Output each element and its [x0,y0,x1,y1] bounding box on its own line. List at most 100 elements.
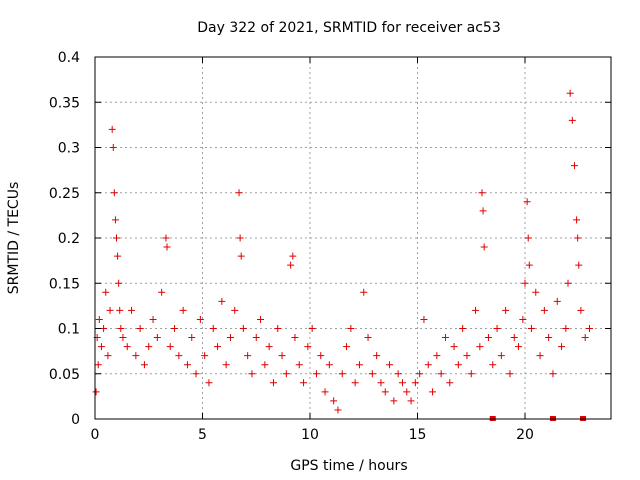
data-point [183,361,191,369]
data-point [218,297,226,305]
data-point [343,343,351,351]
y-tick-label: 0.1 [58,322,80,338]
data-point [102,288,110,296]
data-points [92,89,593,414]
data-point [153,334,161,342]
data-point [123,343,131,351]
x-tick-label: 15 [409,427,427,443]
data-point [347,325,355,332]
data-point [581,334,589,342]
data-point [484,334,492,342]
data-point [355,361,363,369]
data-point [205,379,213,387]
data-point [132,352,140,360]
x-tick-label: 0 [91,427,100,443]
y-tick-label: 0.15 [49,276,80,292]
data-point [570,162,578,170]
data-point [308,325,316,332]
grid [95,57,611,419]
data-point [171,325,179,332]
data-point [248,370,256,378]
data-point [236,234,244,242]
data-point [325,361,333,369]
data-point [162,234,170,242]
y-tick-label: 0.05 [49,367,80,383]
data-point [467,370,475,378]
data-point [476,343,484,351]
data-point [226,334,234,342]
data-point [265,343,273,351]
data-point [463,352,471,360]
data-point [94,361,102,369]
data-point [416,370,424,378]
data-point [166,343,174,351]
data-point [321,388,329,396]
data-point [386,361,394,369]
data-point [381,388,389,396]
data-point [575,261,583,269]
data-point [532,288,540,296]
data-point [244,352,252,360]
data-point [300,379,308,387]
data-point [446,379,454,387]
data-point [257,315,265,323]
data-point [536,352,544,360]
data-point [489,361,497,369]
data-point [478,189,486,197]
data-point [523,198,531,206]
data-point [295,361,303,369]
data-point [110,189,118,197]
data-point [188,334,196,342]
data-point [119,334,127,342]
data-point [524,234,532,242]
y-tick-label: 0.25 [49,186,80,202]
data-point [282,370,290,378]
data-point [454,361,462,369]
data-point [437,370,445,378]
data-point [364,334,372,342]
data-point [114,252,122,260]
axis-ticks [94,56,611,420]
data-point [235,189,243,197]
data-point [429,388,437,396]
y-tick-label: 0.35 [49,95,80,111]
x-tick-label: 20 [516,427,534,443]
data-point [136,325,144,332]
data-point [566,89,574,97]
data-point [330,397,338,405]
data-point [261,361,269,369]
plot-frame [94,56,612,420]
y-tick-label: 0.3 [58,141,80,157]
chart-title: Day 322 of 2021, SRMTID for receiver ac5… [197,20,501,36]
data-point [106,306,114,314]
data-point [334,406,342,414]
data-point [104,352,112,360]
data-point [95,315,103,323]
data-point [287,261,295,269]
x-axis-label: GPS time / hours [290,458,407,474]
data-point [519,315,527,323]
data-point [252,334,260,342]
data-point [214,343,222,351]
data-point [201,352,209,360]
data-point [527,325,535,332]
data-point [586,325,593,332]
data-point [360,288,368,296]
data-point [312,370,320,378]
data-point [97,343,105,351]
data-point [515,343,523,351]
data-point [479,207,487,215]
data-point [398,379,406,387]
data-point [540,306,548,314]
y-tick-label: 0.2 [58,231,80,247]
data-point [433,352,441,360]
data-point [113,234,120,242]
data-point [574,234,582,242]
data-point [368,370,376,378]
x-tick-labels: 0 5 10 15 20 [91,427,534,443]
data-point [373,352,381,360]
data-point [420,315,428,323]
x-tick-label: 5 [198,427,207,443]
data-point [424,361,432,369]
data-point [502,306,510,314]
